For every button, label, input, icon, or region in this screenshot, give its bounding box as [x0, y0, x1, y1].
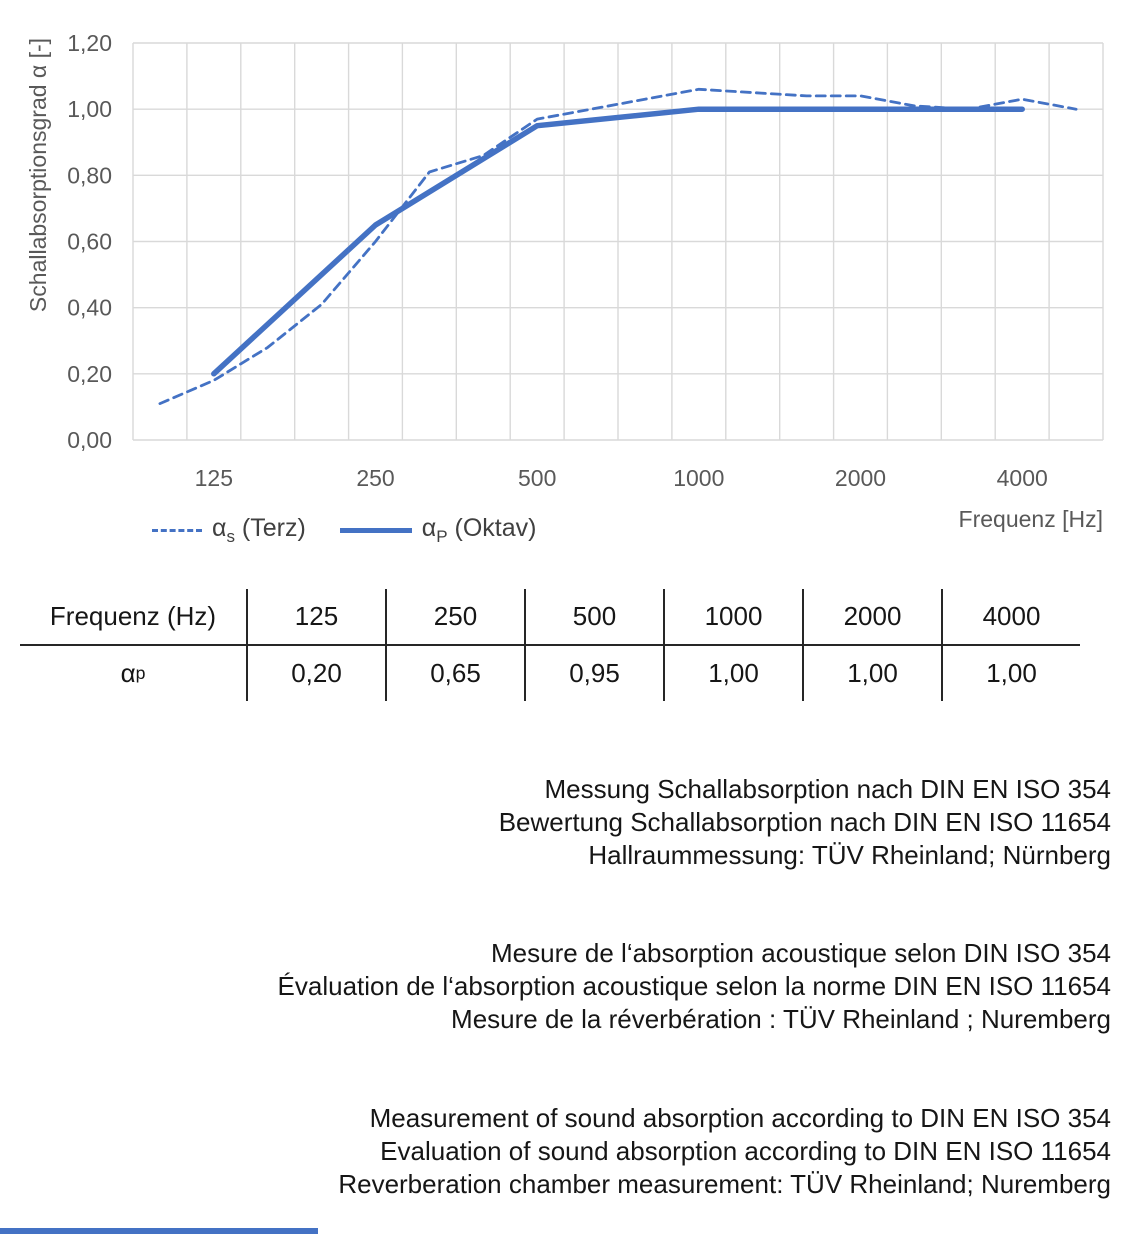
x-axis-tick-labels: 125 250 500 1000 2000 4000 [195, 465, 1048, 491]
solid-line-sample [339, 528, 412, 533]
table-value-4000: 1,00 [941, 646, 1080, 701]
legend-item-alpha-s-terz: αs (Terz) [152, 514, 306, 547]
table-value-125: 0,20 [246, 646, 385, 701]
table-header-frequency: Frequenz (Hz) [49, 601, 217, 631]
svg-text:500: 500 [518, 465, 556, 491]
svg-text:1,20: 1,20 [67, 30, 112, 56]
svg-text:1000: 1000 [673, 465, 724, 491]
svg-text:0,00: 0,00 [67, 427, 112, 453]
legend-label-alpha-s: αs (Terz) [212, 514, 306, 546]
table-header-row: Frequenz (Hz) 125 250 500 1000 2000 4000 [20, 589, 1080, 644]
legend-label-alpha-p: αP (Oktav) [421, 514, 537, 546]
note-german-line-1: Messung Schallabsorption nach DIN EN ISO… [544, 774, 1111, 804]
note-english-line-2: Evaluation of sound absorption according… [380, 1136, 1111, 1166]
chart-gridlines [132, 42, 1104, 441]
note-french-line-1: Mesure de l‘absorption acoustique selon … [490, 938, 1111, 968]
table-header-500: 500 [524, 589, 663, 644]
dashed-line-sample [152, 529, 202, 532]
table-value-1000: 1,00 [663, 646, 802, 701]
table-header-125: 125 [246, 589, 385, 644]
svg-text:0,60: 0,60 [67, 229, 112, 255]
chart-legend: αs (Terz) αP (Oktav) [152, 514, 536, 547]
svg-text:4000: 4000 [997, 465, 1048, 491]
y-axis-title: Schallabsorptionsgrad α [-] [25, 37, 51, 313]
note-english-line-1: Measurement of sound absorption accordin… [369, 1103, 1111, 1133]
note-german-line-2: Bewertung Schallabsorption nach DIN EN I… [498, 807, 1111, 837]
svg-text:0,40: 0,40 [67, 295, 112, 321]
footer-accent-bar [0, 1228, 318, 1234]
svg-text:0,20: 0,20 [67, 361, 112, 387]
note-english-line-3: Reverberation chamber measurement: TÜV R… [338, 1169, 1111, 1199]
table-header-1000: 1000 [663, 589, 802, 644]
note-french-line-3: Mesure de la réverbération : TÜV Rheinla… [451, 1004, 1111, 1034]
table-value-500: 0,95 [524, 646, 663, 701]
absorption-table: Frequenz (Hz) 125 250 500 1000 2000 4000… [20, 589, 1080, 701]
svg-text:250: 250 [356, 465, 394, 491]
svg-text:2000: 2000 [835, 465, 886, 491]
svg-text:0,80: 0,80 [67, 162, 112, 188]
alpha-p-oktav-line [211, 106, 1025, 377]
table-value-2000: 1,00 [802, 646, 941, 701]
note-french-line-2: Évaluation de l‘absorption acoustique se… [277, 971, 1111, 1001]
note-french: Mesure de l‘absorption acoustique selon … [20, 937, 1111, 1036]
absorption-chart-svg: 1,20 1,00 0,80 0,60 0,40 0,20 0,00 125 250 500 100… [67, 30, 1104, 491]
table-header-250: 250 [385, 589, 524, 644]
note-german-line-3: Hallraummessung: TÜV Rheinland; Nürnberg [588, 840, 1111, 870]
x-axis-title: Frequenz [Hz] [958, 506, 1103, 532]
table-header-2000: 2000 [802, 589, 941, 644]
table-header-4000: 4000 [941, 589, 1080, 644]
svg-text:125: 125 [195, 465, 233, 491]
absorption-chart: 1,20 1,00 0,80 0,60 0,40 0,20 0,00 125 250 500 100… [0, 0, 1135, 560]
note-german: Messung Schallabsorption nach DIN EN ISO… [20, 773, 1111, 872]
table-value-250: 0,65 [385, 646, 524, 701]
note-english: Measurement of sound absorption accordin… [20, 1102, 1111, 1201]
legend-item-alpha-p-oktav: αP (Oktav) [339, 514, 537, 547]
svg-text:1,00: 1,00 [67, 96, 112, 122]
y-axis-tick-labels: 1,20 1,00 0,80 0,60 0,40 0,20 0,00 [67, 30, 112, 453]
